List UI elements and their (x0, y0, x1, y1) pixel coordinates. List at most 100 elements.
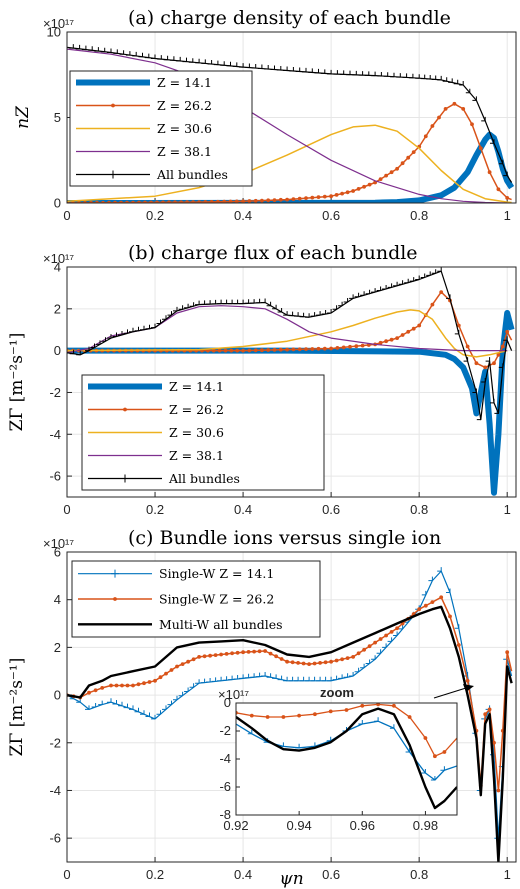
series-1-2-point-22 (197, 200, 201, 203)
series-1-2-point-9 (119, 200, 123, 203)
series-1-5-point-32 (264, 65, 269, 70)
series-2-5-point-77 (498, 363, 504, 368)
series-2-2-point-30 (241, 348, 246, 353)
series-2-5-point-13 (140, 325, 145, 331)
series-3-2-point-16 (164, 671, 168, 676)
series-1-2-point-45 (340, 191, 344, 196)
series-3-2-point-3 (87, 690, 91, 695)
series-2-2-point-42 (316, 346, 321, 351)
series-3-1-point-55 (376, 649, 382, 654)
series-1-2-point-33 (266, 198, 271, 203)
series-3-2-point-51 (356, 651, 361, 656)
inset-zoom: 0.92 0.94 0.96 0.98 -8 -6 -4 -2 0×10¹⁷ zoom (218, 684, 474, 833)
x-tick-label-5: 1 (504, 867, 511, 882)
series-1-5-point-66 (472, 96, 477, 101)
series-3-2-point-50 (351, 655, 355, 659)
series-1-2-point-26 (222, 199, 227, 203)
series-2-5-point-78 (503, 336, 508, 341)
series-3-1-point-33 (255, 672, 261, 678)
x-tick-label-3: 0.6 (322, 502, 340, 517)
legend: Z = 14.1 Z = 26.2 Z = 30.6 Z = 38.1 All bund… (81, 374, 325, 491)
series-2-5-point-6 (101, 337, 106, 342)
series-2-5-point-24 (200, 300, 206, 305)
x-tick-label-1: 0.2 (146, 208, 164, 223)
series-1-2-point-20 (185, 200, 189, 203)
series-1-2-point-64 (452, 101, 457, 106)
series-3-1-point-64 (428, 576, 433, 582)
y-tick-label-2: -2 (49, 385, 61, 400)
series-3-2-point-73 (492, 740, 496, 745)
series-2-5-point-28 (222, 299, 228, 305)
series-2-2-point-31 (247, 348, 252, 353)
series-1-5-point-24 (213, 60, 219, 66)
series-1-5-point-25 (220, 61, 225, 66)
series-1-5-point-38 (302, 67, 307, 73)
series-3-2-point-68 (465, 678, 470, 683)
legend-swatch-1-point-0 (111, 569, 119, 578)
series-1-2-point-24 (209, 200, 214, 203)
series-2-2-point-66 (474, 361, 479, 366)
y-tick-label-4: 2 (54, 640, 61, 655)
y-tick-label-1: -4 (49, 783, 61, 798)
series-3-2-point-67 (456, 643, 461, 647)
series-2-2-point-62 (439, 290, 444, 294)
inset-series-1-point-6 (326, 736, 332, 742)
series-1-2-point-6 (101, 200, 105, 203)
series-3-2-point-72 (487, 707, 492, 712)
series-2-5-point-0 (67, 348, 68, 354)
series-1-2-point-27 (228, 199, 233, 203)
series-1-2-point-23 (203, 200, 208, 203)
series-2-5-point-43 (305, 313, 310, 318)
series-2-5-point-49 (338, 301, 343, 307)
series-2-5-point-72 (476, 415, 482, 421)
series-2-5-point-33 (250, 299, 255, 304)
series-1-2-point-39 (304, 196, 308, 201)
inset-y-tick-label-2: -4 (219, 751, 231, 766)
inset-y-tick-label-4: 0 (224, 695, 231, 710)
series-3-2-point-37 (279, 657, 284, 661)
series-2-5-point-10 (123, 329, 128, 334)
series-3-2-point-31 (246, 650, 251, 654)
series-2-5-point-42 (299, 312, 305, 318)
series-3-1-point-39 (288, 676, 294, 682)
y-tick-label-0: -6 (49, 831, 61, 846)
x-tick-label-4: 0.8 (410, 208, 428, 223)
inset-series-2-point-12 (423, 736, 428, 740)
series-1-5-point-70 (503, 171, 508, 177)
series-3-2-point-13 (147, 680, 152, 684)
series-2-2-point-68 (492, 361, 496, 366)
series-1-2-point-62 (437, 115, 441, 120)
series-2-5-point-60 (398, 280, 404, 285)
exponent-label: ×10¹⁷ (43, 16, 74, 31)
series-2-2-point-33 (260, 348, 264, 353)
series-2-2-point-58 (411, 326, 416, 331)
series-3-1-point-65 (437, 567, 442, 572)
series-1-5-point-3 (81, 45, 87, 51)
series-1-5-point-20 (188, 58, 194, 63)
series-1-2-point-57 (406, 155, 411, 160)
series-3-2-point-74 (496, 788, 501, 793)
inset-series-1-point-13 (430, 776, 436, 781)
inset-series-1-point-9 (374, 717, 379, 722)
series-2-2-point-28 (229, 348, 234, 353)
series-1-1-line (67, 131, 515, 203)
x-tick-label-1: 0.2 (146, 502, 164, 517)
series-2-2-point-48 (354, 344, 359, 349)
series-2-5-markers (67, 267, 508, 421)
series-1-2-point-18 (173, 200, 177, 203)
series-3-2-point-34 (263, 649, 267, 653)
inset-series-2-point-10 (392, 703, 396, 708)
inset-series-1-point-8 (358, 720, 363, 725)
series-1-2-point-42 (322, 194, 327, 199)
series-3-2-point-76 (505, 650, 510, 655)
y-axis-label: ZΓ [m⁻²s⁻¹] (7, 333, 27, 432)
series-1-5-point-56 (415, 74, 420, 79)
x-tick-label-1: 0.2 (146, 867, 164, 882)
series-1-5-point-26 (226, 61, 231, 67)
series-1-4-line (67, 48, 508, 203)
series-1-5-point-44 (339, 70, 345, 75)
series-2-5-point-36 (266, 301, 272, 307)
zoom-arrow (433, 687, 467, 699)
inset-series-2-point-4 (297, 713, 301, 718)
